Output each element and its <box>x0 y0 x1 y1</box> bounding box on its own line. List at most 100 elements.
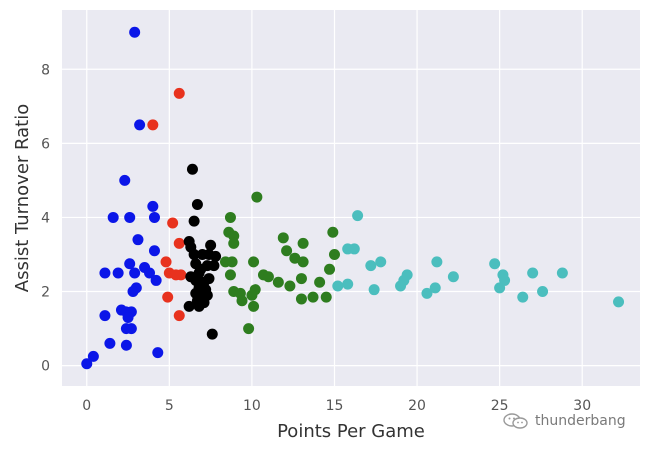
scatter-point <box>262 271 274 283</box>
scatter-point <box>277 232 289 244</box>
scatter-point <box>281 245 293 257</box>
scatter-point <box>148 211 160 223</box>
scatter-point <box>517 291 529 303</box>
scatter-point <box>162 291 174 303</box>
scatter-point <box>251 191 263 203</box>
y-tick-label: 4 <box>41 210 50 226</box>
scatter-point <box>289 252 301 264</box>
scatter-point <box>447 271 459 283</box>
scatter-point <box>208 260 220 272</box>
scatter-point <box>132 234 144 246</box>
scatter-point <box>147 119 159 131</box>
scatter-point <box>352 210 364 222</box>
x-tick-label: 30 <box>573 398 591 414</box>
scatter-point <box>107 211 119 223</box>
y-tick-labels: 0 2 4 6 8 <box>41 62 50 374</box>
scatter-point <box>348 243 360 255</box>
y-axis-label: Assist Turnover Ratio <box>12 104 33 292</box>
scatter-point <box>175 269 187 281</box>
scatter-point <box>160 256 172 268</box>
scatter-point <box>375 256 387 268</box>
x-tick-label: 0 <box>82 398 91 414</box>
scatter-point <box>320 291 332 303</box>
scatter-point <box>188 215 200 227</box>
scatter-point <box>431 256 443 268</box>
scatter-point <box>150 274 162 286</box>
scatter-point <box>324 263 336 275</box>
scatter-point <box>152 347 164 359</box>
scatter-point <box>186 163 198 175</box>
y-tick-label: 0 <box>41 359 50 375</box>
scatter-point <box>148 245 160 257</box>
watermark-text: thunderbang <box>535 413 626 429</box>
x-tick-label: 15 <box>326 398 344 414</box>
scatter-point <box>556 267 568 279</box>
scatter-point <box>613 296 625 308</box>
scatter-point <box>119 174 131 186</box>
scatter-point <box>173 310 185 322</box>
scatter-point <box>537 286 549 298</box>
scatter-point <box>248 300 260 312</box>
scatter-point <box>272 276 284 288</box>
y-tick-label: 6 <box>41 136 50 152</box>
scatter-point <box>120 323 132 335</box>
scatter-point <box>129 26 141 38</box>
scatter-point <box>104 337 116 349</box>
scatter-point <box>188 248 200 260</box>
y-tick-label: 2 <box>41 285 50 301</box>
scatter-point <box>224 211 236 223</box>
scatter-point <box>332 280 344 292</box>
scatter-point <box>191 198 203 210</box>
x-tick-label: 10 <box>243 398 261 414</box>
scatter-point <box>327 226 339 238</box>
scatter-point <box>527 267 539 279</box>
scatter-point <box>99 310 111 322</box>
scatter-point <box>173 87 185 99</box>
scatter-point <box>395 280 407 292</box>
scatter-point <box>124 211 136 223</box>
scatter-point <box>236 295 248 307</box>
scatter-point <box>307 291 319 303</box>
gridlines <box>62 10 640 386</box>
scatter-point <box>134 119 146 131</box>
x-axis-label: Points Per Game <box>277 421 425 442</box>
scatter-point <box>147 200 159 212</box>
scatter-point <box>243 323 255 335</box>
plot-area <box>62 10 640 386</box>
wechat-icon <box>503 413 528 429</box>
data-points <box>81 26 625 370</box>
scatter-point <box>421 287 433 299</box>
scatter-point <box>81 358 93 370</box>
scatter-point <box>365 260 377 272</box>
watermark: thunderbang <box>502 412 626 430</box>
scatter-point <box>248 256 260 268</box>
scatter-point <box>183 300 195 312</box>
scatter-point <box>297 237 309 249</box>
scatter-point <box>210 250 222 262</box>
scatter-point <box>284 280 296 292</box>
scatter-point <box>314 276 326 288</box>
scatter-point <box>226 256 238 268</box>
x-tick-label: 5 <box>165 398 174 414</box>
scatter-point <box>167 217 179 229</box>
x-tick-labels: 0 5 10 15 20 25 30 <box>82 398 591 414</box>
scatter-point <box>173 237 185 249</box>
scatter-point <box>328 248 340 260</box>
scatter-point <box>295 273 307 285</box>
x-tick-label: 25 <box>491 398 509 414</box>
scatter-point <box>129 267 141 279</box>
y-tick-label: 8 <box>41 62 50 78</box>
scatter-point <box>127 286 139 298</box>
scatter-point <box>144 267 156 279</box>
scatter-point <box>122 311 134 323</box>
scatter-point <box>342 278 354 290</box>
scatter-point <box>368 284 380 296</box>
scatter-point <box>112 267 124 279</box>
scatter-point <box>228 237 240 249</box>
scatter-point <box>193 300 205 312</box>
scatter-point <box>295 293 307 305</box>
scatter-point <box>429 282 441 294</box>
scatter-point <box>120 339 132 351</box>
scatter-point <box>224 269 236 281</box>
